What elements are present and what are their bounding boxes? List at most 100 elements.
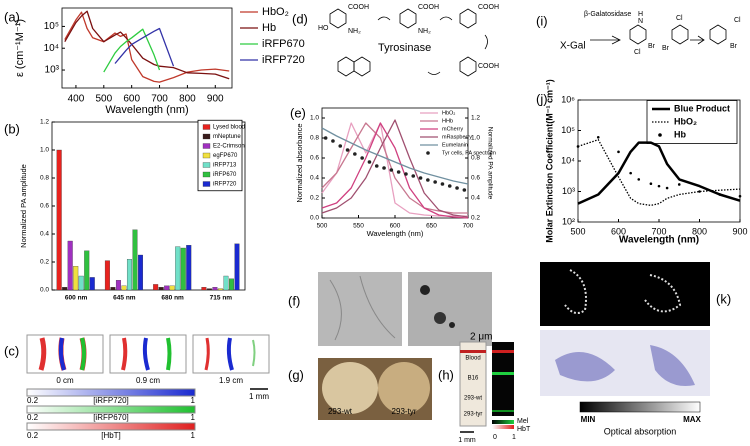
- bar: [138, 254, 143, 291]
- colorbar-title: [HbT]: [101, 431, 121, 440]
- panel-label: (e): [290, 105, 306, 120]
- marker: [374, 164, 379, 168]
- x-tick-label: 715 nm: [210, 295, 233, 302]
- scale-label: 1 mm: [458, 437, 476, 444]
- colorbar: [579, 401, 701, 413]
- group-label: COOH: [478, 63, 499, 70]
- x-tick-label: 500: [95, 94, 112, 105]
- group-label: COOH: [418, 4, 439, 11]
- row-label: 293-wt: [464, 396, 482, 402]
- x-tick-label: 700: [463, 223, 474, 230]
- scale-label: 2 μm: [470, 332, 492, 343]
- ring: [329, 8, 347, 29]
- y-axis-label: Normalized PA amplitude: [19, 164, 28, 248]
- bar: [104, 260, 110, 291]
- marker: [433, 180, 437, 184]
- melanosome: [434, 312, 446, 324]
- x-tick-label: 700: [651, 226, 666, 236]
- group-label: COOH: [478, 4, 499, 11]
- x-tick-label: 550: [353, 223, 364, 230]
- atom-label: Cl: [634, 49, 641, 56]
- colorbar: [26, 388, 196, 397]
- atom-label: Br: [648, 43, 656, 50]
- ring: [459, 56, 477, 77]
- ring: [337, 56, 355, 77]
- bar: [217, 288, 223, 291]
- y-tick-label: 1.0: [310, 115, 319, 122]
- signal: [492, 372, 514, 375]
- panel-label: (d): [292, 11, 308, 26]
- plot-frame: [61, 7, 233, 89]
- range-label: 1: [512, 434, 516, 441]
- marker: [411, 174, 416, 178]
- legend-swatch: [426, 151, 430, 155]
- legend-label: iRFP720: [262, 54, 305, 66]
- panel-label: (j): [536, 91, 548, 106]
- y-tick-label: 10³: [45, 65, 60, 76]
- bar: [115, 280, 121, 291]
- legend-label: E2-Crimson: [213, 144, 245, 150]
- signal: [142, 337, 150, 371]
- y-axis-label: Normalized absorbance: [295, 123, 304, 202]
- signal: [58, 337, 66, 371]
- bar: [228, 278, 234, 291]
- legend-label: egFP670: [213, 153, 238, 159]
- marker: [345, 148, 350, 152]
- legend-label: iRFP720: [213, 182, 237, 188]
- atom-label: Br: [662, 45, 670, 52]
- legend-label: HHb: [442, 118, 453, 124]
- bar: [132, 229, 138, 291]
- x-tick-label: 600: [611, 226, 626, 236]
- x-tick-label: 900: [207, 94, 224, 105]
- x-tick-label: 500: [570, 226, 585, 236]
- x-axis-label: Wavelength (nm): [619, 235, 699, 246]
- legend-label: Blue Product: [674, 103, 730, 113]
- texture: [329, 275, 396, 341]
- x-tick-label: 400: [68, 94, 85, 105]
- bar: [158, 287, 164, 291]
- legend-label: HbO₂: [674, 116, 697, 126]
- panel-label: (h): [438, 367, 454, 382]
- x-axis-label: Wavelength (nm): [367, 229, 424, 238]
- marker: [657, 184, 661, 188]
- y-tick-label: 0.2: [310, 195, 319, 202]
- marker: [455, 186, 459, 190]
- panel-c: (c) 0 cm 0.9 cm 1.9 cm 1 mm 0.2 [iRFP720…: [4, 334, 270, 440]
- panel-d: (d) HO COOH NH₂ COOH NH₂ COOH COOH Tyros…: [292, 4, 499, 77]
- marker: [382, 166, 386, 170]
- legend-label: iRFP670: [262, 38, 305, 50]
- atom-label: Cl: [676, 15, 683, 22]
- legend-swatch: [202, 143, 211, 149]
- signal: [80, 337, 86, 371]
- bar: [206, 288, 212, 291]
- x-tick-label: 800: [179, 94, 196, 105]
- ring: [399, 8, 417, 29]
- y-tick-label: 1.0: [40, 147, 49, 154]
- line: [103, 28, 161, 73]
- marker: [323, 136, 328, 140]
- group-label: HO: [318, 25, 329, 32]
- pellet: [322, 362, 378, 414]
- marker: [629, 171, 632, 175]
- colorbar: [26, 422, 196, 431]
- panel-label: (i): [536, 13, 548, 28]
- bar: [126, 259, 132, 291]
- x-tick-label: 600: [123, 94, 140, 105]
- melanosome: [449, 322, 455, 328]
- marker: [649, 182, 653, 186]
- marker: [418, 176, 423, 180]
- pa-image: [540, 262, 710, 326]
- marker: [426, 178, 430, 182]
- colorbar-min: 0.2: [27, 431, 39, 440]
- row-label: Blood: [465, 356, 480, 362]
- marker: [360, 156, 364, 160]
- signal: [121, 337, 128, 371]
- marker: [389, 168, 394, 172]
- x-tick-label: 645 nm: [113, 295, 136, 302]
- y-tick-label: 0.6: [310, 155, 319, 162]
- y2-tick-label: 1.0: [471, 135, 480, 142]
- marker: [331, 139, 335, 143]
- bar: [186, 245, 192, 291]
- bar: [164, 285, 170, 291]
